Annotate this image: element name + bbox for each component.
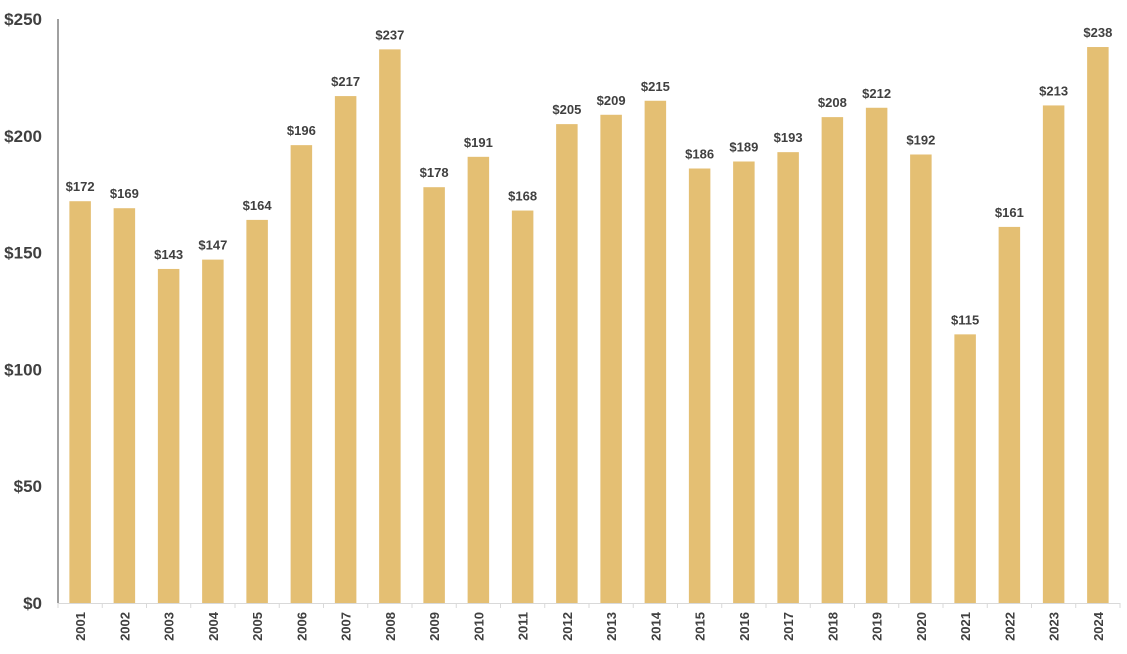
bar-2010 — [467, 156, 490, 603]
x-tick-label-2002: 2002 — [117, 612, 132, 641]
bar-2023 — [1042, 105, 1065, 603]
data-label-2002: $169 — [110, 186, 139, 201]
data-label-2021: $115 — [951, 312, 979, 327]
data-label-2013: $209 — [597, 93, 626, 108]
x-tick-label-2015: 2015 — [693, 612, 708, 641]
data-label-2004: $147 — [198, 238, 227, 253]
data-label-2015: $186 — [685, 147, 714, 162]
data-label-2005: $164 — [243, 198, 273, 213]
y-tick-label: $100 — [4, 360, 42, 379]
data-label-2014: $215 — [641, 79, 670, 94]
bar-2001 — [69, 201, 91, 603]
x-tick-label-2018: 2018 — [825, 612, 840, 641]
bar-2015 — [688, 168, 711, 603]
data-label-2016: $189 — [729, 139, 758, 154]
x-tick-label-2013: 2013 — [604, 612, 619, 641]
x-tick-label-2019: 2019 — [870, 612, 885, 641]
bar-2003 — [157, 268, 180, 603]
bar-2018 — [821, 117, 844, 603]
x-tick-label-2005: 2005 — [250, 612, 265, 641]
x-tick-label-2024: 2024 — [1091, 611, 1106, 641]
x-tick-label-2010: 2010 — [471, 612, 486, 641]
x-tick-label-2003: 2003 — [162, 612, 177, 641]
bar-2020 — [910, 154, 932, 603]
data-label-2001: $172 — [66, 179, 95, 194]
data-label-2018: $208 — [818, 95, 847, 110]
x-tick-label-2012: 2012 — [560, 612, 575, 641]
x-tick-label-2006: 2006 — [294, 612, 309, 641]
bar-2019 — [865, 107, 888, 603]
bar-2004 — [202, 259, 224, 603]
x-tick-label-2014: 2014 — [648, 611, 663, 641]
x-axis: 2001 2002 2003 2004 2005 2006 2007 2008 2009 2010… — [57, 603, 1121, 641]
data-label-2007: $217 — [331, 74, 360, 89]
data-label-2012: $205 — [552, 102, 581, 117]
y-axis: $0 $50 $100 $150 $200 $250 — [4, 10, 59, 613]
y-tick-label: $200 — [4, 127, 42, 146]
x-tick-label-2008: 2008 — [383, 612, 398, 641]
x-tick-label-2007: 2007 — [339, 612, 354, 641]
x-tick-label-2016: 2016 — [737, 612, 752, 641]
data-label-2008: $237 — [375, 27, 404, 42]
bar-2022 — [998, 226, 1021, 604]
bar-2024 — [1087, 47, 1109, 604]
bar-2008 — [379, 49, 401, 604]
y-tick-label: $250 — [4, 10, 42, 29]
y-tick-label: $150 — [4, 244, 42, 263]
bar-2011 — [511, 210, 534, 603]
bar-2009 — [423, 187, 445, 603]
bar-2012 — [556, 124, 578, 604]
data-label-2011: $168 — [508, 189, 537, 204]
data-label-2022: $161 — [995, 205, 1024, 220]
bar-2016 — [733, 161, 755, 603]
x-tick-label-2023: 2023 — [1047, 612, 1062, 641]
bar-2013 — [600, 114, 622, 603]
data-labels: $172 $169 $143 $147 $164 $196 $217 $237 $178 $191… — [66, 25, 1113, 327]
x-tick-label-2022: 2022 — [1002, 612, 1017, 641]
x-tick-label-2009: 2009 — [427, 612, 442, 641]
bar-2017 — [777, 152, 799, 604]
data-label-2024: $238 — [1083, 25, 1112, 40]
y-tick-label: $50 — [14, 477, 42, 496]
data-label-2006: $196 — [287, 123, 316, 138]
bar-2014 — [644, 100, 667, 603]
data-label-2017: $193 — [774, 130, 803, 145]
data-label-2023: $213 — [1039, 83, 1068, 98]
bar-2005 — [246, 219, 268, 603]
bar-2002 — [113, 208, 136, 603]
data-label-2003: $143 — [154, 247, 183, 262]
data-label-2019: $212 — [862, 86, 891, 101]
x-tick-label-2004: 2004 — [206, 611, 221, 641]
data-label-2009: $178 — [420, 165, 449, 180]
bar-2007 — [334, 96, 357, 603]
y-tick-label: $0 — [23, 594, 42, 613]
x-tick-label-2017: 2017 — [781, 612, 796, 641]
bar-2006 — [290, 145, 313, 604]
x-tick-label-2001: 2001 — [73, 612, 88, 641]
bars — [69, 47, 1109, 604]
data-label-2010: $191 — [464, 135, 493, 150]
x-tick-label-2021: 2021 — [958, 612, 973, 641]
bar-2021 — [954, 334, 976, 603]
x-tick-label-2020: 2020 — [914, 612, 929, 641]
data-label-2020: $192 — [906, 132, 935, 147]
x-tick-label-2011: 2011 — [516, 612, 531, 640]
